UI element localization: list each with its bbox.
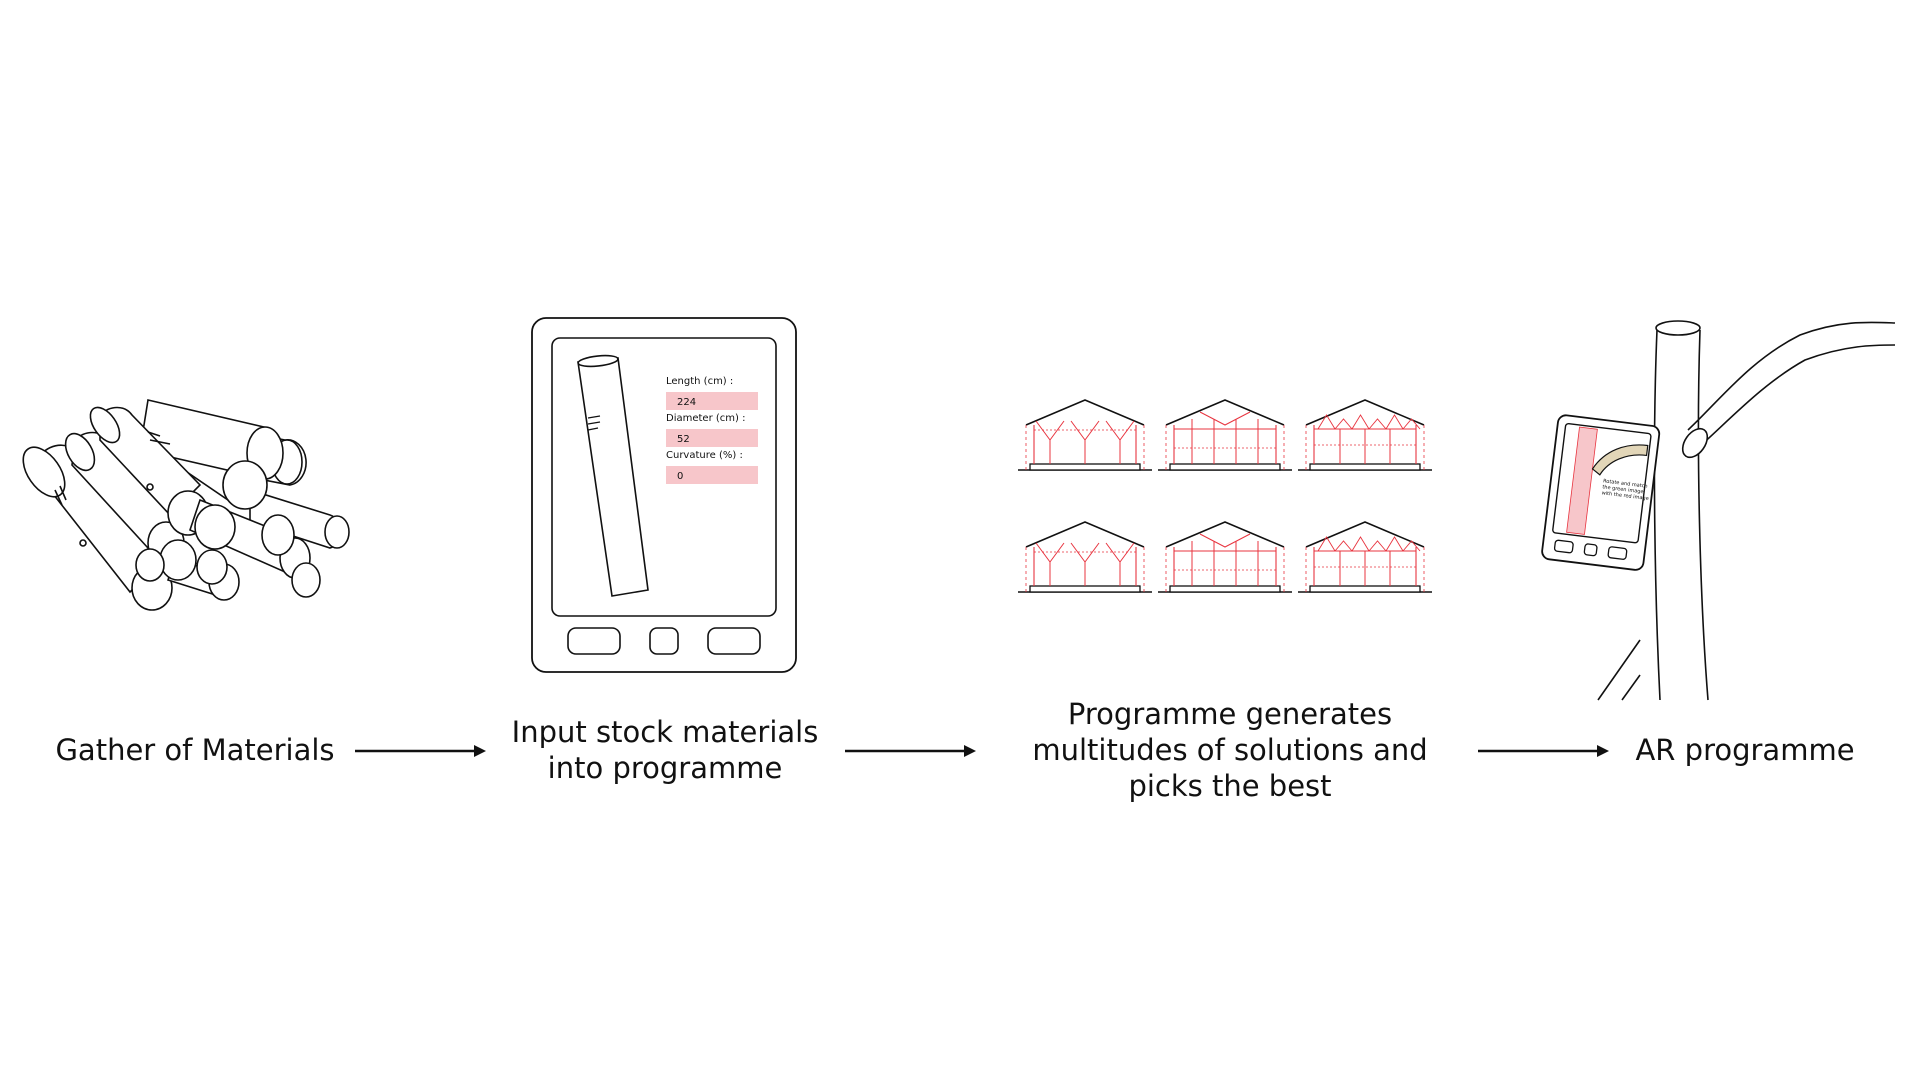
frame-solutions-grid — [1018, 399, 1432, 593]
tablet-left-button[interactable] — [567, 627, 621, 655]
tablet-middle-button[interactable] — [649, 627, 679, 655]
house-frame-solution — [1298, 399, 1432, 471]
house-frame-solution — [1018, 399, 1152, 471]
tablet-right-button[interactable] — [707, 627, 761, 655]
house-frame-solution — [1298, 521, 1432, 593]
ar-device — [1541, 414, 1661, 571]
house-frame-solution — [1158, 399, 1292, 471]
curvature-label: Curvature (%) : — [666, 450, 743, 461]
log-pile-illustration — [22, 399, 350, 611]
curvature-field[interactable] — [666, 466, 758, 484]
step-label-generate: Programme generates multitudes of soluti… — [1032, 697, 1428, 803]
step-label-gather: Gather of Materials — [55, 733, 335, 767]
length-label: Length (cm) : — [666, 376, 733, 387]
length-value: 224 — [677, 397, 696, 408]
diameter-value: 52 — [677, 434, 690, 445]
tablet-illustration — [531, 317, 797, 673]
step-label-input: Input stock materials into programme — [511, 715, 819, 785]
ar-tree-illustration — [1597, 320, 1896, 701]
diameter-field[interactable] — [666, 429, 758, 447]
diameter-label: Diameter (cm) : — [666, 413, 745, 424]
step-label-ar: AR programme — [1635, 733, 1855, 767]
curvature-value: 0 — [677, 471, 683, 482]
flow-arrows — [355, 745, 1609, 757]
length-field[interactable] — [666, 392, 758, 410]
house-frame-solution — [1158, 521, 1292, 593]
house-frame-solution — [1018, 521, 1152, 593]
